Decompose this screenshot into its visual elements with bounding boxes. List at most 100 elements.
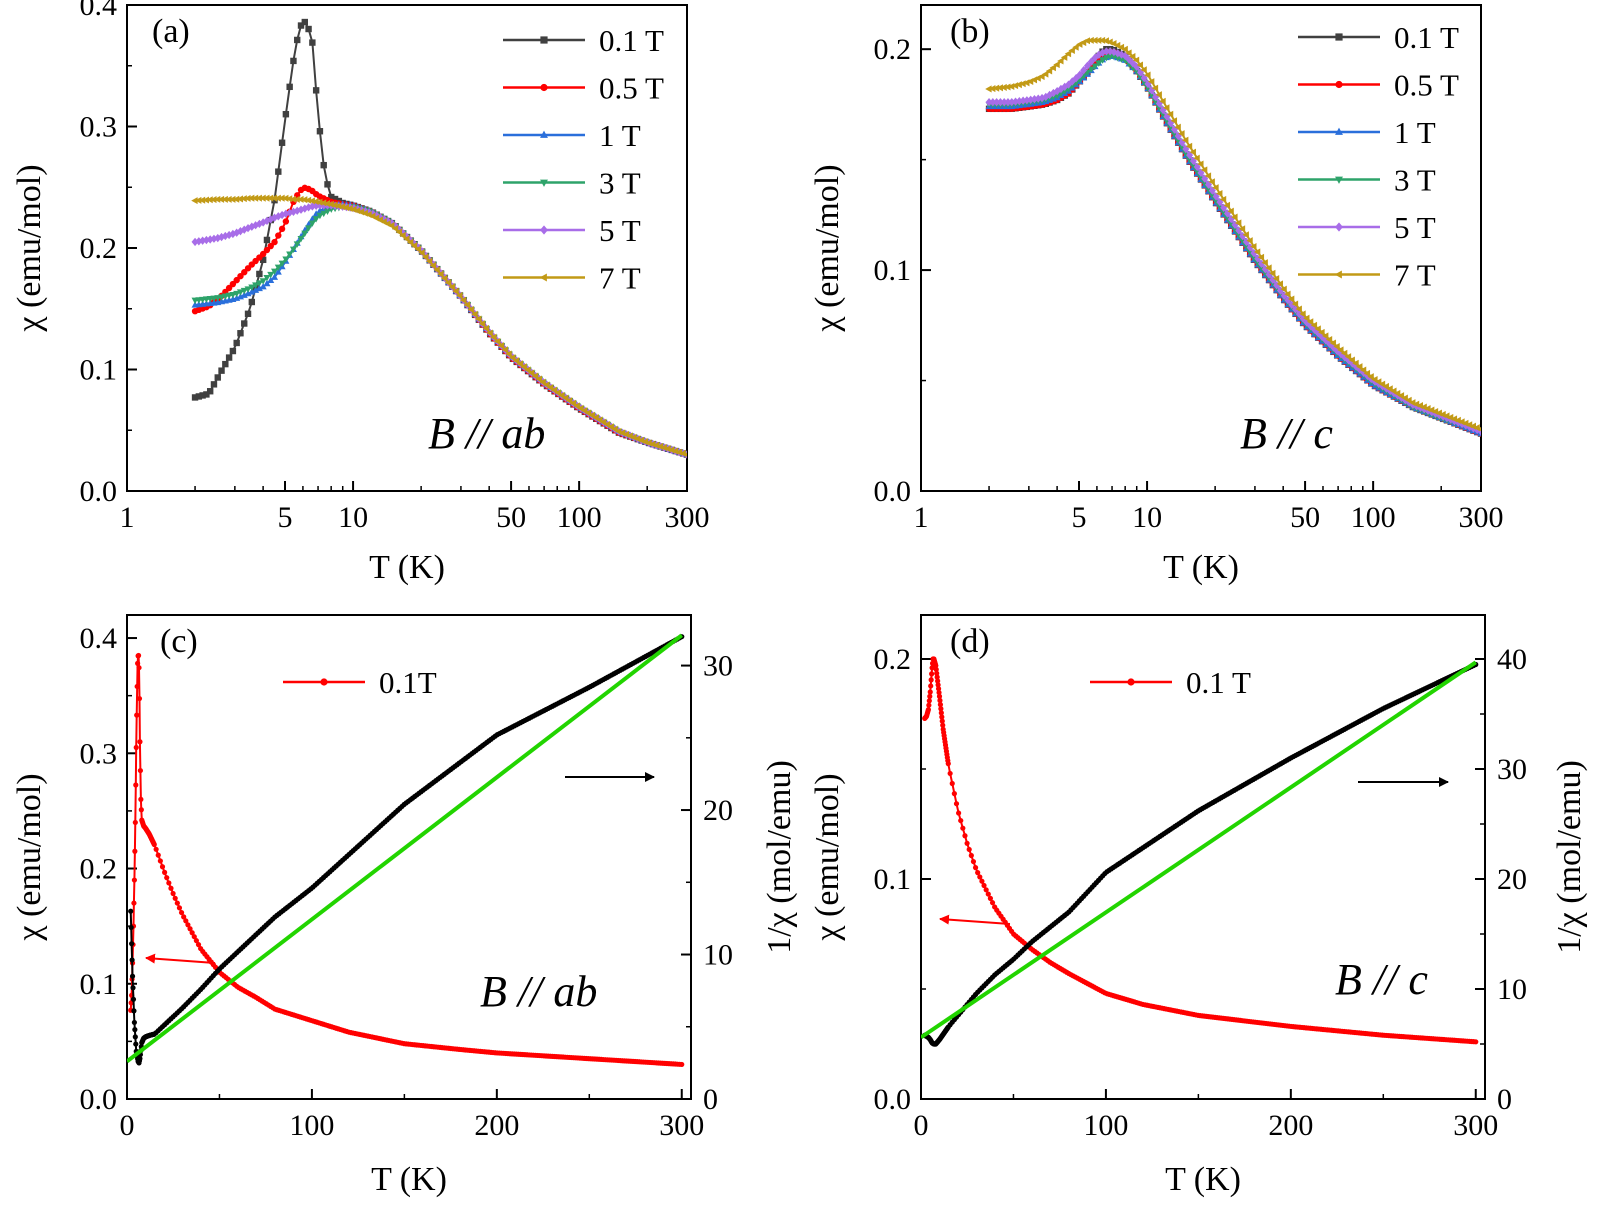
y-tick-label: 0.0 <box>874 1083 912 1116</box>
data-point <box>203 391 210 398</box>
data-point <box>244 286 252 293</box>
data-point <box>304 196 312 204</box>
data-point <box>395 225 403 235</box>
data-point <box>516 360 524 368</box>
data-point <box>285 195 293 203</box>
data-point <box>327 200 334 208</box>
data-point <box>1318 328 1325 336</box>
data-point <box>467 306 474 314</box>
x-tick-label: 300 <box>1459 501 1504 534</box>
legend-entry: 7 T <box>1298 258 1436 293</box>
data-point <box>195 393 203 400</box>
data-point <box>1011 82 1019 90</box>
data-point <box>308 197 315 205</box>
data-point <box>1200 166 1208 174</box>
legend-marker <box>539 273 547 282</box>
y2-axis-label: 1/χ (mol/emu) <box>1551 760 1588 954</box>
data-point <box>939 718 945 724</box>
data-point <box>320 210 328 218</box>
data-point <box>189 930 195 936</box>
data-point <box>939 714 945 720</box>
data-point <box>266 194 274 202</box>
data-point <box>282 111 290 118</box>
legend-label: 0.1 T <box>1394 20 1459 55</box>
data-point <box>1125 49 1132 57</box>
data-point <box>966 846 972 853</box>
x-tick-label: 100 <box>557 501 602 534</box>
data-point <box>528 369 535 377</box>
data-point <box>162 869 168 875</box>
series-5t <box>985 47 1481 436</box>
fit-line <box>921 660 1477 1040</box>
data-point <box>958 817 964 824</box>
data-point <box>312 87 320 94</box>
data-point <box>1019 80 1026 88</box>
x-tick-label: 5 <box>1072 501 1087 534</box>
data-point <box>649 440 656 448</box>
data-point <box>166 880 172 886</box>
data-point <box>1329 339 1336 347</box>
legend-entry: 0.5 T <box>1298 68 1459 103</box>
data-point <box>1080 66 1088 75</box>
data-point <box>214 374 221 381</box>
data-point <box>237 330 244 337</box>
data-point <box>229 292 237 299</box>
data-point <box>410 242 418 250</box>
data-point <box>1284 290 1291 298</box>
data-point <box>248 284 256 291</box>
y-tick-label: 0.2 <box>80 232 118 265</box>
x-axis-label: T (K) <box>1165 1161 1241 1198</box>
field-direction-annotation: B // ab <box>480 967 597 1016</box>
data-point <box>132 848 138 854</box>
data-point <box>951 791 957 797</box>
data-point <box>324 181 331 188</box>
data-point <box>199 236 207 245</box>
y-tick-label: 0.1 <box>80 354 118 387</box>
data-point <box>418 249 425 257</box>
legend-label: 0.1T <box>379 665 437 700</box>
plot-frame <box>920 4 1482 492</box>
x-tick-label: 300 <box>1453 1109 1498 1142</box>
data-point <box>244 289 252 297</box>
data-point <box>543 381 550 389</box>
data-point <box>501 346 508 354</box>
data-point <box>256 270 263 278</box>
data-point <box>1326 339 1334 349</box>
data-point <box>1284 296 1292 305</box>
data-point <box>1053 61 1060 69</box>
data-point <box>218 367 225 374</box>
legend-marker <box>1335 33 1343 41</box>
data-point <box>308 220 316 227</box>
data-point <box>1344 353 1352 361</box>
x-tick-label: 50 <box>496 501 526 534</box>
data-point <box>259 194 266 202</box>
data-point <box>448 283 455 291</box>
data-point <box>1477 427 1481 432</box>
data-point <box>199 392 206 399</box>
data-point <box>926 702 932 708</box>
field-direction-annotation: B // c <box>1240 409 1333 458</box>
data-point <box>535 375 542 383</box>
data-point <box>263 236 271 244</box>
data-point <box>289 207 297 216</box>
data-point <box>301 18 308 26</box>
data-point <box>233 228 241 237</box>
legend-label: 5 T <box>599 213 641 248</box>
data-point <box>191 394 199 401</box>
data-point <box>1223 201 1231 209</box>
x-tick-label: 200 <box>474 1109 519 1142</box>
data-point <box>1227 207 1234 215</box>
plot-frame <box>920 614 1486 1100</box>
data-point <box>1147 78 1155 86</box>
legend-marker <box>540 36 548 44</box>
data-point <box>656 442 664 450</box>
data-point <box>1038 73 1045 81</box>
data-point <box>975 870 981 876</box>
data-point <box>248 288 256 295</box>
legend-marker <box>1335 80 1343 89</box>
legend-entry: 1 T <box>1298 115 1436 150</box>
legend-entry: 5 T <box>1298 210 1436 245</box>
data-point <box>191 934 197 940</box>
data-point <box>255 280 263 287</box>
data-point <box>132 819 138 826</box>
